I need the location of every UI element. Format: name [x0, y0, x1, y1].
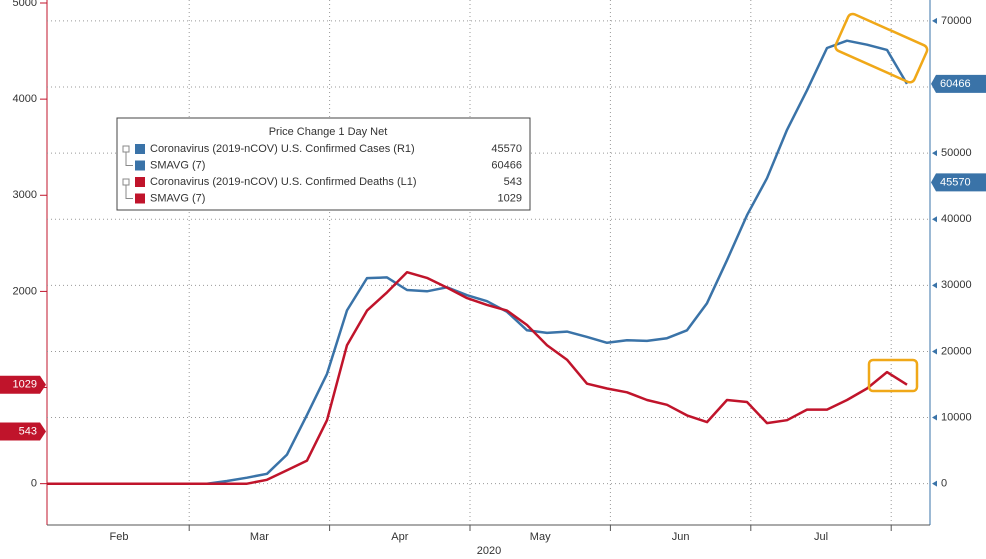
y2-tick-label: 0 — [941, 478, 947, 490]
axis-flag — [931, 74, 986, 93]
legend-label: SMAVG (7) — [150, 159, 205, 171]
x-axis-label: 2020 — [477, 545, 501, 557]
legend-bracket — [122, 145, 130, 153]
series-line — [47, 270, 908, 485]
y2-tick — [932, 17, 937, 24]
highlight-box — [834, 12, 929, 84]
legend-swatch — [135, 193, 145, 204]
y2-tick-label: 70000 — [941, 15, 972, 27]
legend-bracket — [125, 185, 133, 199]
y-tick-label: 5000 — [13, 0, 37, 9]
y2-tick — [932, 150, 937, 157]
y2-tick-label: 30000 — [941, 279, 972, 291]
legend-box — [116, 117, 531, 211]
highlight-box — [867, 358, 919, 393]
y-tick-label: 4000 — [13, 93, 37, 105]
legend-title: Price Change 1 Day Net — [269, 126, 388, 138]
legend-swatch — [135, 144, 145, 154]
y2-tick — [932, 414, 937, 421]
axis-flag-label: 45570 — [940, 176, 971, 188]
legend-bracket — [122, 178, 130, 186]
legend-value: 60466 — [491, 159, 522, 171]
y-tick-label: 0 — [31, 478, 37, 490]
x-tick-label: Mar — [250, 531, 269, 543]
y2-tick — [932, 480, 937, 487]
legend-swatch — [135, 177, 145, 187]
legend-value: 543 — [504, 176, 522, 188]
legend-swatch — [135, 160, 145, 171]
legend-value: 45570 — [491, 143, 522, 155]
y-tick-label: 2000 — [13, 285, 37, 297]
marks: 60466 45570 1029 543 — [0, 39, 986, 485]
x-tick-label: Feb — [110, 531, 129, 543]
y2-tick — [932, 348, 937, 355]
axis-flag — [0, 422, 46, 441]
y2-tick-label: 40000 — [941, 213, 972, 225]
legend-label: Coronavirus (2019-nCOV) U.S. Confirmed C… — [150, 143, 415, 155]
axis-flag-label: 543 — [19, 425, 37, 437]
axis-flag — [0, 375, 46, 394]
legend-label: Coronavirus (2019-nCOV) U.S. Confirmed D… — [150, 176, 417, 188]
legend: Price Change 1 Day Net Coronavirus (2019… — [116, 117, 531, 211]
axis-flag — [931, 173, 986, 192]
legend-bracket — [125, 152, 133, 166]
y2-tick-label: 20000 — [941, 345, 972, 357]
x-tick-label: Jun — [672, 531, 690, 543]
y2-tick-label: 10000 — [941, 411, 972, 423]
y2-tick — [932, 216, 937, 223]
axis-flag-label: 1029 — [13, 379, 37, 391]
x-tick-label: May — [530, 531, 551, 543]
y-tick-label: 3000 — [13, 189, 37, 201]
y2-tick — [932, 282, 937, 289]
y2-tick-label: 50000 — [941, 147, 972, 159]
legend-label: SMAVG (7) — [150, 192, 205, 204]
x-tick-label: Apr — [391, 531, 408, 543]
x-tick-label: Jul — [814, 531, 828, 543]
axis-flag-label: 60466 — [940, 78, 971, 90]
legend-value: 1029 — [498, 192, 522, 204]
